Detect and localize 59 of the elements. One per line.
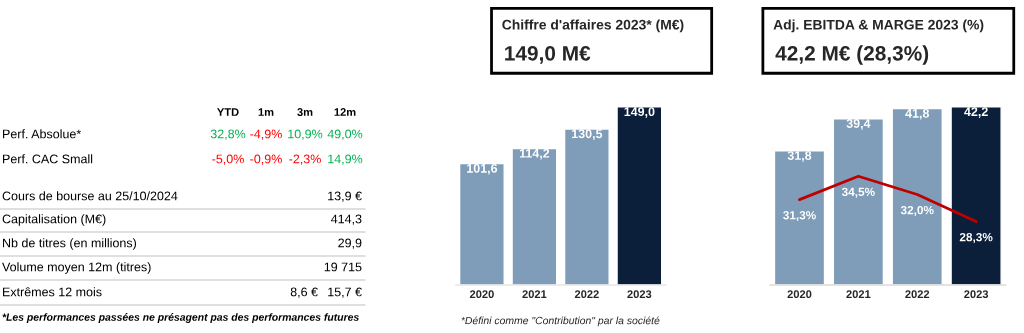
text: Perf. CAC Small: [3, 154, 93, 164]
text: 14,9%: [328, 154, 363, 165]
text: Cours de bourse au 25/10/2024: [2, 191, 178, 201]
x-tick-label: 2022: [574, 290, 599, 299]
text: Volume moyen 12m (titres): [2, 262, 151, 274]
data-label: 42,2: [964, 107, 988, 118]
x-tick-label: 2021: [522, 290, 547, 299]
text: -5,0%: [212, 154, 244, 165]
x-tick-label: 2021: [846, 290, 871, 299]
text: 12m: [334, 108, 356, 116]
chart-subtitle: 149,0 M€: [505, 45, 591, 64]
data-label: 34,5%: [841, 187, 875, 198]
x-tick-label: 2020: [787, 290, 812, 299]
bar: [950, 106, 1002, 286]
bar: [616, 106, 663, 286]
text: -2,3%: [289, 154, 321, 165]
text: 15,7 €: [328, 287, 362, 298]
x-tick-label: 2020: [469, 290, 494, 299]
text: 3m: [297, 108, 313, 116]
data-label: 39,4: [846, 119, 871, 130]
text: Capitalisation (M€): [2, 214, 106, 226]
text: 414,3: [331, 214, 362, 225]
data-label: 28,3%: [959, 232, 993, 244]
bar: [773, 150, 826, 286]
x-tick-label: 2023: [964, 290, 989, 299]
chart-title: Adj. EBITDA & MARGE 2023 (%): [773, 19, 984, 33]
text: -4,9%: [250, 129, 282, 140]
text: 32,8%: [210, 129, 246, 140]
x-tick-label: 2023: [627, 290, 652, 299]
text: 13,9 €: [328, 191, 362, 202]
x-tick-label: 2022: [905, 290, 930, 299]
bar: [563, 128, 610, 286]
data-label: 114,2: [519, 148, 550, 160]
text: YTD: [217, 108, 239, 116]
data-label: 31,3%: [783, 211, 816, 222]
text: -0,9%: [250, 154, 282, 165]
text: 1m: [258, 108, 274, 116]
bar: [458, 162, 505, 286]
data-label: 31,8: [787, 151, 812, 162]
text: 19 715: [324, 262, 362, 272]
text: *Défini comme "Contribution" par la société: [461, 316, 660, 327]
text: 10,9%: [288, 129, 323, 140]
chart-subtitle: 42,2 M€ (28,3%): [775, 45, 929, 65]
bar: [511, 147, 558, 286]
text: Perf. Absolue*: [3, 129, 82, 139]
data-label: 101,6: [467, 163, 498, 175]
text: Nb de titres (en millions): [3, 238, 136, 250]
text: 49,0%: [327, 129, 363, 140]
bar: [891, 107, 943, 286]
data-label: 149,0: [624, 107, 655, 118]
text: *Les performances passées ne présagent pas des performances futures: [2, 313, 359, 323]
data-label: 32,0%: [900, 205, 934, 216]
bar: [832, 118, 885, 286]
text: 8,6 €: [290, 287, 318, 298]
text: Extrêmes 12 mois: [3, 287, 102, 297]
text: 29,9: [338, 238, 362, 249]
data-label: 130,5: [572, 129, 603, 141]
data-label: 41,8: [905, 108, 930, 120]
chart-title: Chiffre d'affaires 2023* (M€): [502, 19, 684, 33]
